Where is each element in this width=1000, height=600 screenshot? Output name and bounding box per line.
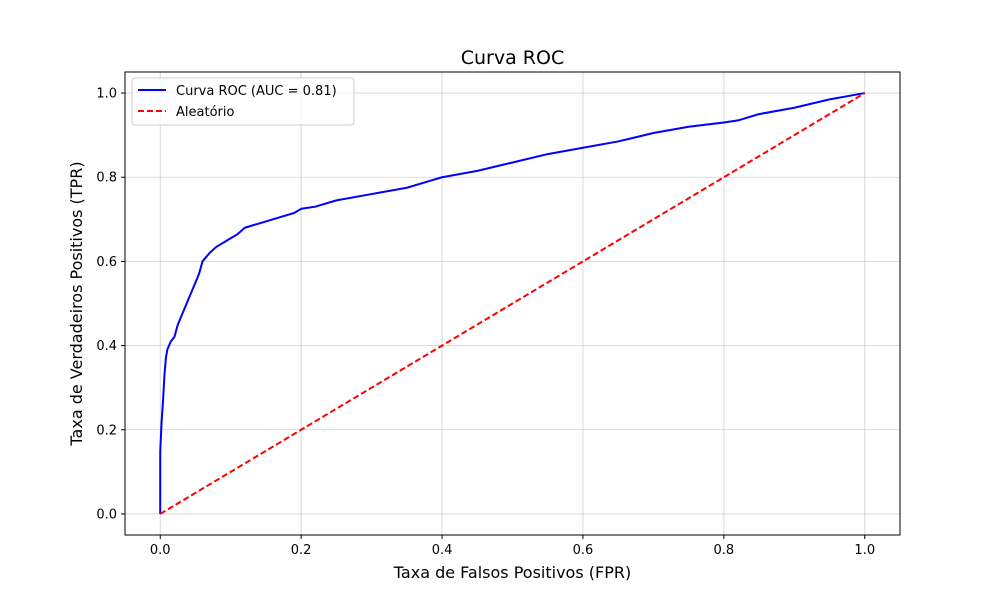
x-axis-label: Taxa de Falsos Positivos (FPR) — [393, 563, 631, 582]
chart-title: Curva ROC — [461, 47, 564, 69]
axis-ticks: 0.0 0.2 0.4 0.6 0.8 1.0 0.0 0.2 0.4 0.6 0.8 1.0 — [96, 87, 875, 558]
y-tick-label: 0.6 — [96, 255, 117, 270]
y-tick-label: 0.0 — [96, 507, 117, 522]
y-tick-label: 0.2 — [96, 423, 117, 438]
x-tick-label: 0.8 — [714, 543, 735, 558]
y-tick-label: 1.0 — [96, 87, 117, 102]
plot-frame — [124, 71, 901, 536]
random-diagonal-line — [159, 92, 866, 515]
x-tick-label: 0.6 — [573, 543, 594, 558]
y-axis-label: Taxa de Verdadeiros Positivos (TPR) — [67, 161, 86, 446]
x-tick-label: 0.0 — [150, 543, 171, 558]
y-tick-label: 0.8 — [96, 171, 117, 186]
y-tick-label: 0.4 — [96, 339, 117, 354]
x-tick-label: 0.4 — [432, 543, 453, 558]
legend-label-random: Aleatório — [176, 105, 234, 120]
legend-label-roc: Curva ROC (AUC = 0.81) — [176, 84, 337, 99]
legend: Curva ROC (AUC = 0.81) Aleatório — [131, 77, 355, 126]
x-tick-label: 0.2 — [291, 543, 312, 558]
x-tick-label: 1.0 — [854, 543, 875, 558]
roc-curve-line — [159, 92, 865, 514]
legend-box — [131, 77, 355, 126]
plot-lines — [159, 92, 866, 515]
